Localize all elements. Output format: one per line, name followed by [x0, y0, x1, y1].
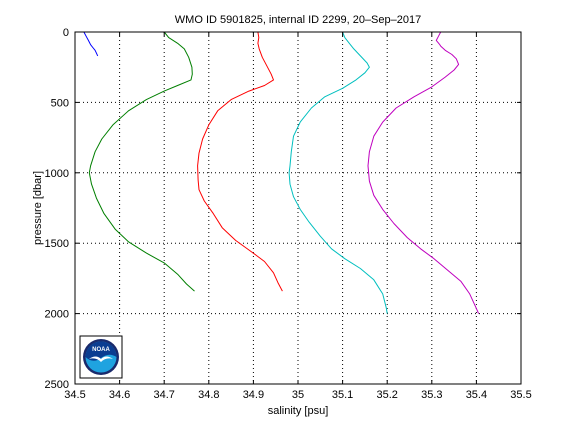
series-line-3	[197, 31, 283, 292]
x-tick-label: 35.5	[510, 389, 531, 401]
x-tick-label: 34.7	[153, 389, 174, 401]
y-tick-label: 500	[51, 97, 69, 109]
y-tick-label: 2500	[45, 379, 69, 391]
series-line-1	[83, 31, 99, 57]
x-tick-label: 35	[292, 389, 304, 401]
y-axis-label: pressure [dbar]	[32, 171, 44, 245]
series-line-5	[367, 31, 480, 314]
y-tick-label: 1500	[45, 238, 69, 250]
series-group	[83, 31, 480, 314]
series-line-4	[288, 31, 388, 314]
x-tick-label: 35.2	[376, 389, 397, 401]
x-tick-label: 35.1	[332, 389, 353, 401]
x-tick-label: 34.5	[64, 389, 85, 401]
y-tick-label: 2000	[45, 309, 69, 321]
x-tick-label: 35.4	[466, 389, 487, 401]
logo-gull-icon	[89, 356, 113, 362]
x-tick-label: 35.3	[421, 389, 442, 401]
logo-text: NOAA	[92, 347, 110, 353]
x-tick-label: 34.8	[198, 389, 219, 401]
y-tick-label: 1000	[45, 168, 69, 180]
x-axis-label: salinity [psu]	[268, 405, 329, 417]
y-tick-label: 0	[63, 27, 69, 39]
ticks: 34.5 34.6 34.7 34.8 34.9 35 35.1 35.2 35.3 35.4 35…	[45, 27, 532, 401]
x-tick-label: 34.6	[109, 389, 130, 401]
x-tick-label: 34.9	[243, 389, 264, 401]
series-line-2	[88, 31, 195, 292]
logo-disc-top	[85, 341, 117, 361]
noaa-logo: NOAA	[79, 335, 123, 379]
chart-title: WMO ID 5901825, internal ID 2299, 20–Sep…	[175, 14, 421, 26]
